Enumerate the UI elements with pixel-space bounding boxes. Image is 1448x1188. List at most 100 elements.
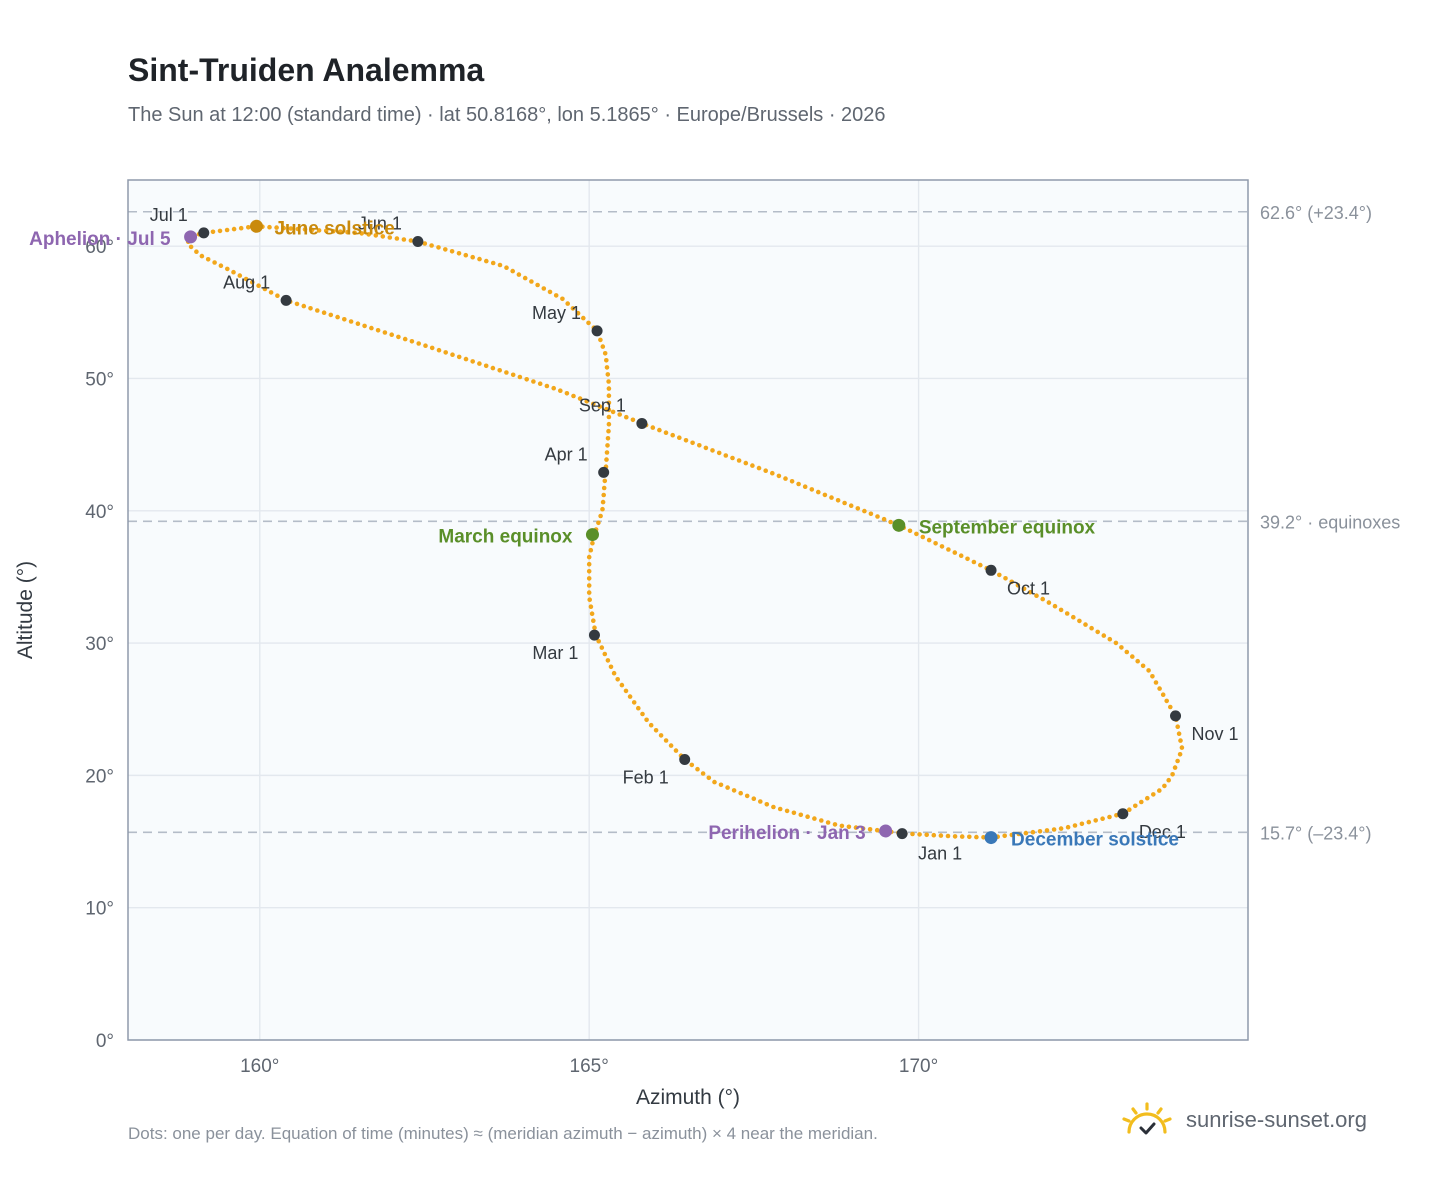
special-point-dot xyxy=(585,528,599,542)
daily-sun-dot xyxy=(605,658,611,663)
sun-logo-icon xyxy=(1122,1102,1172,1135)
daily-sun-dot xyxy=(1028,589,1033,595)
daily-sun-dot xyxy=(959,834,965,839)
daily-sun-dot xyxy=(868,511,874,517)
special-point-dot xyxy=(184,230,198,244)
daily-sun-dot xyxy=(931,832,937,838)
month-marker-dot xyxy=(1117,808,1129,820)
daily-sun-dot xyxy=(268,290,274,295)
daily-sun-dot xyxy=(1037,829,1043,834)
daily-sun-dot xyxy=(825,820,831,825)
daily-sun-dot xyxy=(497,262,503,268)
y-tick-label: 30° xyxy=(85,634,114,655)
daily-sun-dot xyxy=(690,440,695,446)
daily-sun-dot xyxy=(602,351,608,356)
daily-sun-dot xyxy=(602,651,608,657)
daily-sun-dot xyxy=(338,229,343,234)
daily-sun-dot xyxy=(1157,788,1162,793)
daily-sun-dot xyxy=(663,738,669,743)
month-marker-label: Oct 1 xyxy=(1007,578,1050,598)
daily-sun-dot xyxy=(725,785,730,790)
daily-sun-dot xyxy=(541,286,547,291)
y-tick-label: 60° xyxy=(85,237,114,258)
daily-sun-dot xyxy=(997,572,1002,578)
daily-sun-dot xyxy=(575,310,581,316)
daily-sun-dot xyxy=(1107,636,1113,642)
daily-sun-dot xyxy=(1140,663,1146,669)
brand-name[interactable]: sunrise-sunset.org xyxy=(1186,1107,1367,1132)
daily-sun-dot xyxy=(231,269,236,275)
daily-sun-dot xyxy=(615,677,620,682)
daily-sun-dot xyxy=(237,273,243,278)
daily-sun-dot xyxy=(1119,645,1124,650)
month-marker-dot xyxy=(412,236,424,248)
month-markers: Jan 1 Feb 1 Mar 1 Apr 1 May 1 Jun 1 Jul 1 Aug 1… xyxy=(150,205,1239,864)
daily-sun-dot xyxy=(342,317,347,322)
daily-sun-dot xyxy=(524,377,529,382)
month-marker-label: Jun 1 xyxy=(358,214,402,234)
daily-sun-dot xyxy=(188,244,194,250)
daily-sun-dot xyxy=(449,249,455,254)
daily-sun-dot xyxy=(1175,724,1180,729)
daily-sun-dot xyxy=(874,827,880,833)
daily-sun-dot xyxy=(604,358,609,363)
daily-sun-dot xyxy=(718,782,724,788)
daily-sun-dot xyxy=(978,562,983,568)
daily-sun-dot xyxy=(243,276,249,282)
month-marker-label: Sep 1 xyxy=(579,395,626,415)
daily-sun-dot xyxy=(744,793,750,799)
daily-sun-dot xyxy=(812,816,817,821)
daily-sun-dot xyxy=(510,372,516,378)
month-marker-dot xyxy=(588,629,600,641)
daily-sun-dot xyxy=(274,225,279,230)
daily-sun-dot xyxy=(888,519,893,525)
daily-sun-dot xyxy=(867,827,873,832)
daily-sun-dot xyxy=(1065,824,1071,830)
daily-sun-dot xyxy=(463,252,469,258)
month-marker-dot xyxy=(1170,710,1182,722)
month-marker-dot xyxy=(679,754,691,766)
daily-sun-dot xyxy=(510,268,515,274)
daily-sun-dot xyxy=(606,386,612,391)
daily-sun-dot xyxy=(387,235,393,240)
brand[interactable]: sunrise-sunset.org xyxy=(1120,1102,1367,1138)
daily-sun-dot xyxy=(323,228,329,234)
daily-sun-dot xyxy=(321,310,327,316)
x-tick-label: 170° xyxy=(899,1056,938,1077)
x-tick-label: 165° xyxy=(570,1056,609,1077)
daily-sun-dot xyxy=(589,611,595,616)
daily-sun-dot xyxy=(1086,819,1092,825)
page-subtitle: The Sun at 12:00 (standard time) · lat 5… xyxy=(128,104,886,126)
daily-sun-dot xyxy=(1107,814,1112,820)
daily-sun-dot xyxy=(380,234,386,239)
daily-sun-dot xyxy=(650,425,656,430)
daily-sun-dot xyxy=(1101,633,1107,638)
daily-sun-dot xyxy=(604,365,610,370)
daily-sun-dot xyxy=(881,516,887,522)
reference-lines: 62.6° (+23.4°) 39.2° · equinoxes 15.7° (–2… xyxy=(128,203,1400,843)
special-point-label: June solstice xyxy=(274,218,394,239)
daily-sun-dot xyxy=(422,241,428,246)
daily-sun-dot xyxy=(1089,625,1094,631)
daily-sun-dot xyxy=(809,487,815,492)
daily-sun-dot xyxy=(636,705,641,711)
daily-sun-dot xyxy=(497,368,503,373)
daily-sun-dot xyxy=(670,432,675,438)
month-marker-dot xyxy=(598,466,610,478)
daily-sun-dot xyxy=(348,319,354,324)
daily-sun-dot xyxy=(695,766,700,772)
month-marker-label: Feb 1 xyxy=(623,768,669,788)
daily-sun-dot xyxy=(597,404,603,409)
daily-sun-dot xyxy=(362,323,367,329)
axis-ticks: 160° 165° 170° 0° 10° 20° 30° 40° 50° 60° xyxy=(85,237,938,1077)
daily-sun-dot xyxy=(783,476,788,481)
special-point-label: September equinox xyxy=(919,517,1096,538)
daily-sun-dot xyxy=(700,771,706,776)
daily-sun-dot xyxy=(586,583,592,588)
daily-sun-dot xyxy=(764,802,770,807)
daily-sun-dot xyxy=(598,337,603,343)
daily-sun-dot xyxy=(1176,731,1182,736)
daily-sun-dot xyxy=(683,438,689,443)
daily-sun-dot xyxy=(591,618,596,623)
daily-sun-dot xyxy=(832,822,838,827)
